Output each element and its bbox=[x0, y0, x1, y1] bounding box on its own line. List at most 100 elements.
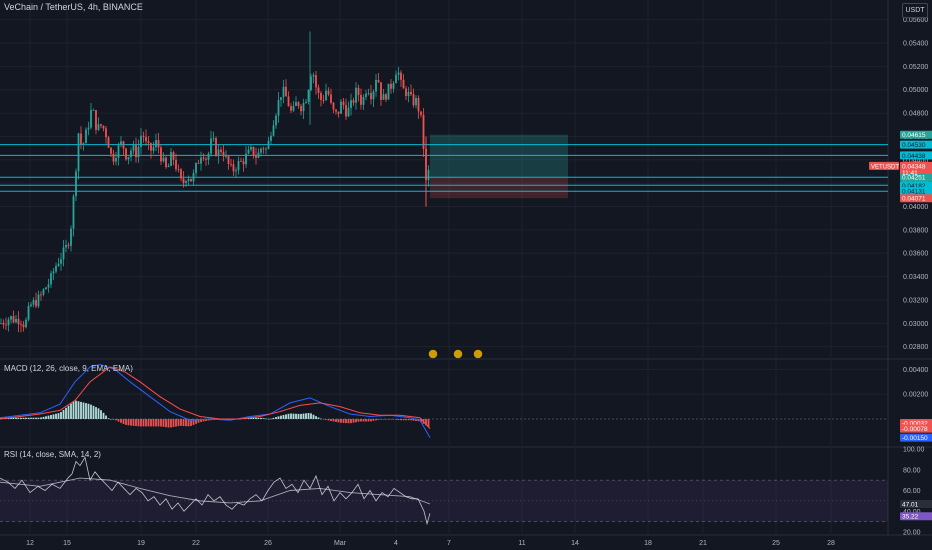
macd-histogram-bar bbox=[282, 415, 285, 419]
candle-body bbox=[232, 164, 235, 172]
event-icons[interactable] bbox=[428, 349, 483, 359]
earnings-icon[interactable] bbox=[473, 349, 483, 359]
candle-body bbox=[20, 324, 22, 326]
macd-histogram-bar bbox=[412, 418, 415, 421]
candle-body bbox=[235, 170, 237, 172]
candle-body bbox=[210, 138, 212, 154]
time-tick-label: 28 bbox=[827, 540, 835, 547]
long-position-tool[interactable] bbox=[430, 134, 568, 199]
macd-histogram-bar bbox=[377, 418, 380, 420]
candle-body bbox=[307, 90, 310, 102]
time-tick-label: 4 bbox=[394, 540, 398, 547]
macd-histogram-bar bbox=[335, 418, 337, 422]
price-tick-label: 0.03400 bbox=[903, 274, 928, 281]
candle-body bbox=[355, 87, 357, 103]
candle-body bbox=[90, 110, 92, 128]
macd-histogram-bar bbox=[15, 417, 17, 419]
candle-body bbox=[270, 135, 272, 141]
macd-histogram-bar bbox=[402, 418, 405, 421]
candle-body bbox=[175, 159, 177, 170]
candle-body bbox=[167, 165, 170, 168]
price-tick-label: 0.05400 bbox=[903, 41, 928, 48]
candle-body bbox=[272, 125, 275, 136]
price-tick-label: 0.05200 bbox=[903, 64, 928, 71]
price-label-text: 0.04438 bbox=[902, 153, 926, 160]
price-label-text: 0.04530 bbox=[902, 142, 926, 149]
candle-body bbox=[212, 138, 215, 139]
macd-histogram-bar bbox=[307, 412, 310, 419]
macd-histogram-bar bbox=[97, 408, 100, 419]
macd-histogram-bar bbox=[267, 418, 270, 420]
earnings-icon[interactable] bbox=[453, 349, 463, 359]
macd-value-text: -0.00150 bbox=[902, 435, 928, 442]
macd-histogram-bar bbox=[112, 418, 115, 420]
macd-histogram-bar bbox=[297, 413, 300, 419]
macd-histogram-bar bbox=[210, 418, 212, 421]
macd-histogram-bar bbox=[275, 417, 277, 419]
macd-histogram-bar bbox=[25, 417, 27, 419]
dividend-icon[interactable] bbox=[428, 349, 438, 359]
macd-histogram-bar bbox=[315, 416, 317, 419]
loss-zone[interactable] bbox=[430, 177, 568, 199]
macd-histogram-bar bbox=[170, 418, 172, 428]
macd-histogram-bar bbox=[95, 407, 97, 419]
macd-histogram-bar bbox=[137, 418, 140, 427]
time-axis[interactable]: 12 15 19 22 26 Mar 4 7 11 14 18 21 25 28 bbox=[26, 540, 835, 547]
candle-body bbox=[2, 322, 5, 325]
horizontal-lines[interactable] bbox=[0, 144, 888, 192]
candle-body bbox=[42, 289, 45, 295]
macd-histogram-bar bbox=[77, 401, 80, 419]
symbol-tag bbox=[869, 161, 899, 170]
macd-histogram-bar bbox=[332, 418, 335, 422]
macd-histogram-bar bbox=[107, 418, 110, 419]
macd-histogram-bar bbox=[340, 418, 342, 423]
macd-histogram-bar bbox=[140, 418, 142, 427]
macd-histogram-bar bbox=[290, 413, 292, 419]
candle-body bbox=[407, 91, 410, 96]
macd-histogram-bar bbox=[40, 417, 42, 419]
macd-histogram-bar bbox=[22, 417, 25, 419]
macd-histogram-bar bbox=[272, 417, 275, 419]
candle-body bbox=[337, 111, 340, 114]
price-tick-label: 0.04000 bbox=[903, 204, 928, 211]
candle-body bbox=[260, 148, 262, 153]
macd-histogram-bar bbox=[122, 418, 125, 425]
candle-body bbox=[375, 79, 377, 92]
currency-button[interactable]: USDT bbox=[902, 3, 928, 18]
macd-pane: 0.00400 0.00200 -0.00032-0.00078 -0.00150 bbox=[0, 363, 932, 442]
candle-body bbox=[297, 102, 300, 107]
macd-histogram-bar bbox=[115, 418, 117, 421]
price-tick-label: 0.04800 bbox=[903, 111, 928, 118]
macd-histogram-bar bbox=[317, 417, 320, 419]
macd-histogram-bar bbox=[72, 401, 75, 419]
candle-body bbox=[122, 141, 125, 149]
candle-body bbox=[80, 133, 82, 145]
candle-body bbox=[102, 125, 105, 129]
time-tick-label: 25 bbox=[772, 540, 780, 547]
candle-body bbox=[170, 152, 172, 166]
candle-body bbox=[320, 92, 322, 100]
macd-histogram-bar bbox=[262, 418, 265, 419]
candle-body bbox=[172, 152, 175, 160]
macd-histogram-bar bbox=[100, 410, 102, 419]
macd-histogram-bar bbox=[337, 418, 340, 423]
macd-histogram-bar bbox=[202, 418, 205, 422]
candle-body bbox=[237, 160, 240, 171]
candle-body bbox=[415, 97, 417, 106]
candle-body bbox=[365, 93, 367, 98]
price-axis[interactable]: 0.05600 0.05400 0.05200 0.05000 0.04800 0.046… bbox=[869, 17, 932, 351]
candle-body bbox=[427, 169, 430, 181]
macd-histogram-bar bbox=[82, 402, 85, 419]
candle-body bbox=[155, 140, 157, 148]
candle-body bbox=[245, 153, 247, 165]
macd-histogram-bar bbox=[147, 418, 150, 427]
macd-tick-label: 0.00400 bbox=[903, 367, 928, 374]
price-tick-label: 0.03200 bbox=[903, 297, 928, 304]
macd-histogram-bar bbox=[167, 418, 170, 428]
candle-body bbox=[72, 196, 75, 229]
profit-zone[interactable] bbox=[430, 134, 568, 178]
macd-histogram-bar bbox=[130, 418, 132, 426]
